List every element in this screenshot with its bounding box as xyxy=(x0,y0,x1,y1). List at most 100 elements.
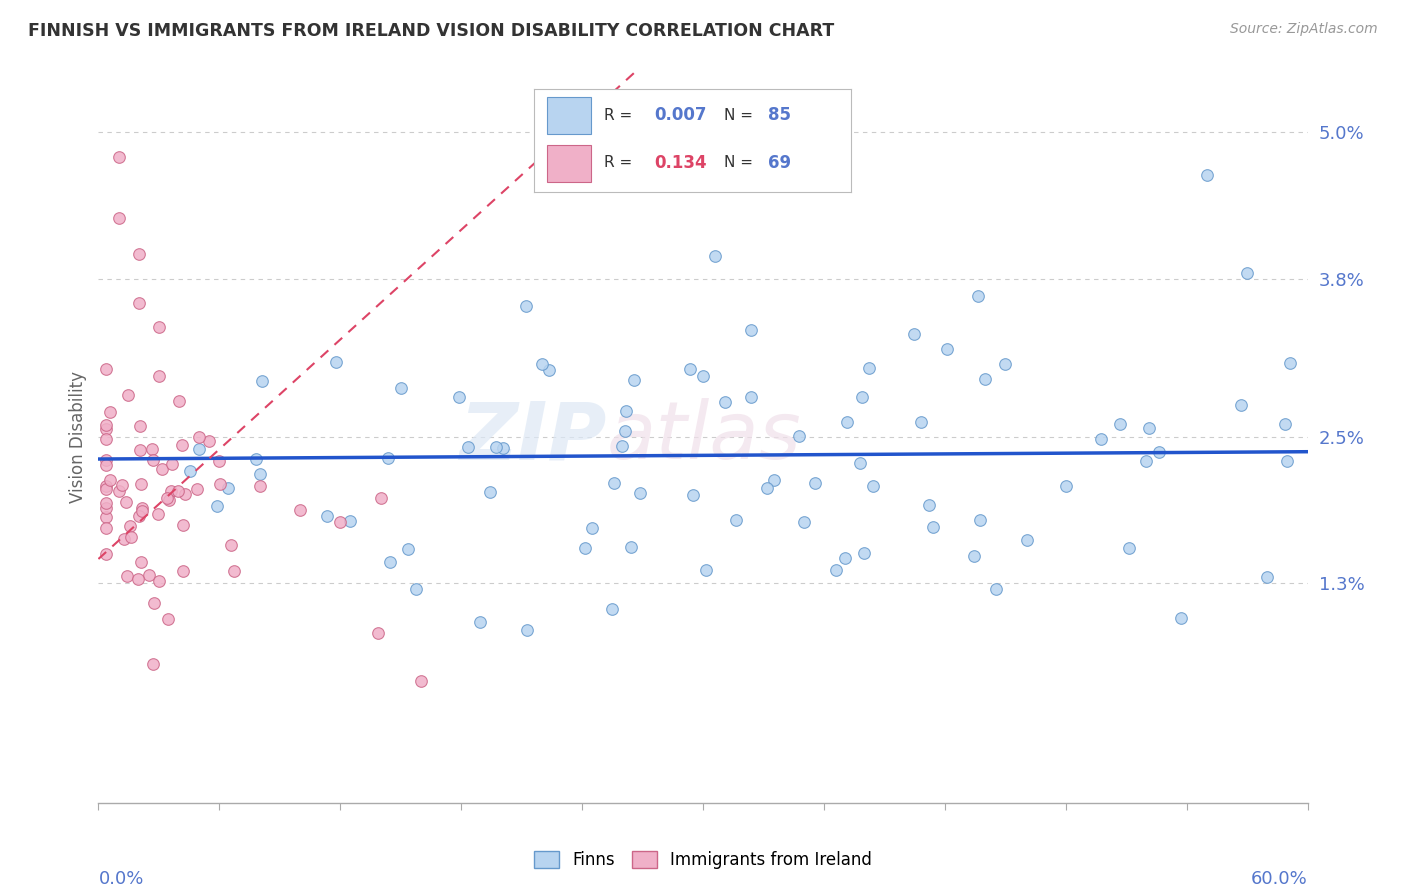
Point xyxy=(167,393,190,408)
Text: 69: 69 xyxy=(768,153,792,171)
Point xyxy=(96,482,118,496)
Point xyxy=(963,549,986,564)
Point xyxy=(457,440,479,454)
Point xyxy=(787,429,810,443)
Point xyxy=(179,465,201,479)
Point xyxy=(96,453,118,467)
Point xyxy=(96,496,118,510)
Point xyxy=(600,602,623,616)
Point xyxy=(1195,168,1218,182)
Point xyxy=(96,433,118,447)
Point xyxy=(613,425,636,439)
Point xyxy=(763,473,786,487)
Point xyxy=(129,419,152,434)
Point xyxy=(628,486,651,500)
Point xyxy=(824,563,846,577)
Point xyxy=(834,550,856,565)
Point xyxy=(370,491,392,505)
Point xyxy=(131,503,153,517)
Point xyxy=(197,434,219,448)
Point xyxy=(603,476,626,491)
Point xyxy=(515,299,537,313)
Point xyxy=(377,450,399,465)
Point xyxy=(245,451,267,466)
Point xyxy=(208,476,231,491)
Point xyxy=(367,626,389,640)
Point xyxy=(162,457,184,471)
Point xyxy=(704,249,727,263)
Point xyxy=(692,369,714,384)
Y-axis label: Vision Disability: Vision Disability xyxy=(69,371,87,503)
Point xyxy=(208,454,231,468)
Text: 0.0%: 0.0% xyxy=(98,870,143,888)
Point xyxy=(966,289,988,303)
Point xyxy=(1236,266,1258,280)
Text: N =: N = xyxy=(724,155,758,170)
Point xyxy=(96,421,118,435)
Point xyxy=(172,518,194,533)
Point xyxy=(679,362,702,376)
Bar xyxy=(547,145,591,181)
Point xyxy=(288,503,311,517)
Point xyxy=(222,565,245,579)
Point xyxy=(128,247,150,261)
Point xyxy=(1135,454,1157,468)
Point xyxy=(470,615,492,629)
Point xyxy=(148,320,170,334)
Point xyxy=(339,515,361,529)
Point xyxy=(714,395,737,409)
Point xyxy=(249,479,271,493)
Point xyxy=(485,440,508,454)
Point xyxy=(858,361,880,376)
Point xyxy=(378,555,401,569)
Text: R =: R = xyxy=(605,155,637,170)
Legend: Finns, Immigrants from Ireland: Finns, Immigrants from Ireland xyxy=(527,845,879,876)
Bar xyxy=(547,97,591,135)
Point xyxy=(478,484,501,499)
Point xyxy=(111,477,134,491)
Point xyxy=(325,355,347,369)
Point xyxy=(157,612,180,626)
Point xyxy=(682,488,704,502)
Point xyxy=(138,567,160,582)
Text: R =: R = xyxy=(605,108,637,123)
Text: ZIP: ZIP xyxy=(458,398,606,476)
Text: 60.0%: 60.0% xyxy=(1251,870,1308,888)
Point xyxy=(396,541,419,556)
Point xyxy=(117,568,139,582)
Point xyxy=(107,150,129,164)
Point xyxy=(969,512,991,526)
Point xyxy=(188,430,211,444)
Point xyxy=(174,487,197,501)
Point xyxy=(96,500,118,515)
Point xyxy=(148,507,170,521)
Point xyxy=(1149,445,1171,459)
Point xyxy=(755,481,778,495)
Point xyxy=(804,475,827,490)
Text: 0.134: 0.134 xyxy=(654,153,707,171)
Point xyxy=(142,657,165,671)
Point xyxy=(994,357,1017,371)
Point xyxy=(150,462,173,476)
Point xyxy=(112,532,135,546)
Point xyxy=(1109,417,1132,431)
Point xyxy=(409,673,432,688)
Point xyxy=(217,481,239,495)
Point xyxy=(107,211,129,225)
Point xyxy=(249,467,271,481)
Point xyxy=(96,362,118,376)
Point xyxy=(581,521,603,535)
Point xyxy=(793,516,815,530)
Point xyxy=(1256,570,1278,584)
Point xyxy=(128,296,150,310)
Point xyxy=(131,477,153,491)
Point xyxy=(1274,417,1296,432)
Point xyxy=(117,387,139,401)
Point xyxy=(614,403,637,417)
Point xyxy=(141,442,163,456)
Point xyxy=(921,520,943,534)
Point xyxy=(516,623,538,637)
Point xyxy=(1230,398,1253,412)
Point xyxy=(219,538,242,552)
Point xyxy=(862,479,884,493)
